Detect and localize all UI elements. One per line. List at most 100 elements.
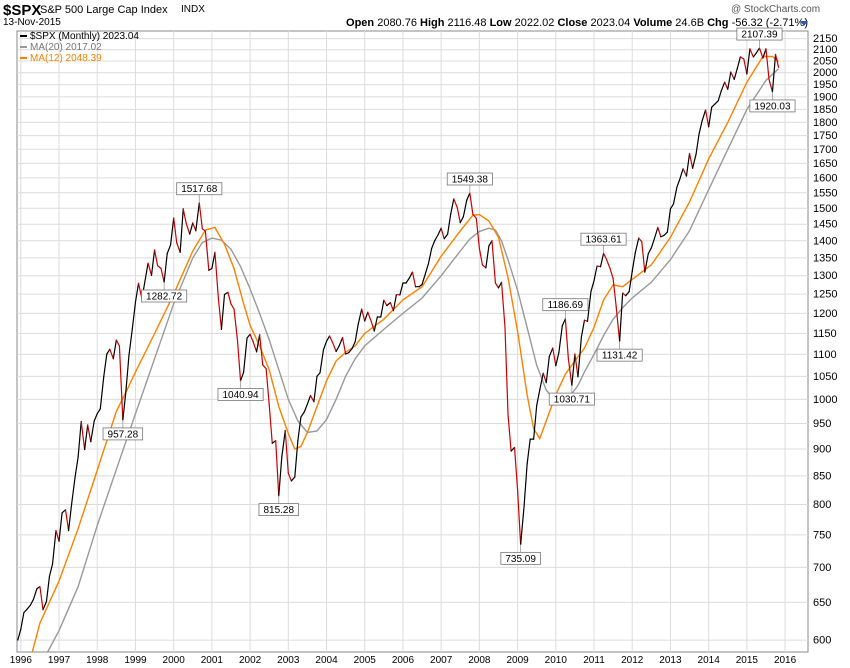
price-segment: [45, 575, 51, 603]
price-segment: [447, 213, 452, 235]
annotation-label: 815.28: [263, 505, 294, 516]
price-segment: [421, 274, 426, 286]
annotation-1363.61: 1363.61: [580, 232, 627, 254]
x-tick-label: 2008: [468, 655, 491, 666]
price-segment: [625, 290, 630, 297]
price-segment: [733, 67, 738, 80]
price-segment: [762, 48, 767, 59]
price-segment: [405, 277, 411, 284]
y-axis-ticks: 600 650 700 750 800 850 900 950 1000 1050 1100 1150…: [813, 33, 837, 646]
plot-area: [16, 30, 809, 653]
price-segment: [74, 456, 79, 478]
price-segment: [367, 311, 372, 322]
price-segment: [64, 509, 70, 532]
x-tick-label: 1997: [48, 655, 71, 666]
price-segment: [708, 106, 713, 128]
price-segment: [370, 320, 375, 332]
annotation-box: [217, 388, 264, 401]
price-segment: [198, 202, 203, 230]
y-tick-label: 1450: [813, 219, 837, 231]
price-segment: [173, 217, 178, 244]
price-segment: [278, 456, 283, 497]
y-tick-label: 600: [813, 635, 831, 647]
annotation-1282.72: 1282.72: [141, 282, 188, 303]
price-segment: [720, 81, 726, 92]
price-segment: [77, 420, 82, 458]
plot-frame: [16, 30, 809, 653]
price-segment: [450, 198, 455, 215]
price-segment: [300, 411, 305, 418]
annotation-label: 2107.39: [741, 30, 778, 41]
high-value: 2116.48: [447, 17, 487, 29]
price-segment: [297, 416, 302, 442]
y-tick-label: 700: [813, 562, 831, 574]
price-segment: [170, 217, 175, 246]
y-tick-label: 1300: [813, 270, 837, 282]
price-segment: [437, 227, 442, 236]
price-segment: [338, 336, 344, 347]
price-segment: [602, 252, 608, 261]
price-segment: [691, 153, 697, 169]
price-segment: [399, 282, 404, 296]
legend-label: $SPX (Monthly) 2023.04: [30, 31, 139, 42]
annotation-box: [580, 232, 627, 246]
annotation-1549.38: 1549.38: [446, 172, 493, 193]
price-segment: [533, 404, 538, 440]
price-segment: [39, 586, 44, 611]
price-segment: [545, 355, 550, 384]
price-segment: [67, 503, 73, 532]
price-segment: [341, 336, 347, 355]
price-segment: [456, 206, 461, 224]
price-segment: [195, 202, 200, 232]
price-segment: [459, 216, 464, 224]
price-segment: [510, 446, 516, 452]
x-tick-label: 2011: [583, 655, 605, 666]
chg-value: -56.32 (-2.71%): [731, 17, 808, 29]
price-segment: [265, 368, 270, 406]
annotation-box: [102, 427, 144, 441]
price-segment: [612, 278, 617, 308]
x-tick-label: 2009: [506, 655, 529, 666]
price-segment: [536, 389, 541, 407]
price-segment: [758, 47, 764, 59]
price-segment: [653, 226, 659, 240]
legend-label: MA(20) 2017.02: [30, 42, 102, 53]
price-segment: [478, 247, 484, 266]
annotation-box: [500, 551, 541, 565]
price-segment: [262, 364, 267, 370]
price-segment: [163, 253, 168, 283]
price-segment: [650, 238, 655, 249]
price-segment: [328, 335, 334, 345]
price-segment: [84, 424, 89, 451]
x-tick-label: 2002: [239, 655, 262, 666]
price-segment: [364, 311, 369, 322]
price-segment: [351, 341, 356, 350]
x-tick-label: 2001: [201, 655, 224, 666]
annotation-label: 1030.71: [554, 395, 591, 406]
price-segment: [134, 282, 140, 303]
x-tick-label: 2015: [736, 655, 759, 666]
price-segment: [348, 347, 353, 354]
close-label: Close: [557, 17, 588, 29]
price-segment: [96, 408, 101, 415]
price-series: [17, 47, 780, 641]
price-segment: [408, 271, 414, 279]
price-segment: [466, 192, 471, 201]
dropdown-arrow-icon[interactable]: [800, 21, 808, 26]
annotation-label: 1040.94: [222, 390, 259, 401]
price-segment: [622, 292, 627, 297]
price-segment: [287, 472, 292, 482]
price-segment: [606, 259, 611, 270]
price-segment: [106, 348, 111, 355]
y-tick-label: 1850: [813, 104, 837, 116]
price-segment: [669, 203, 675, 210]
annotation-815.28: 815.28: [258, 495, 299, 516]
price-segment: [577, 336, 582, 378]
price-segment: [462, 199, 468, 218]
annotation-box: [176, 182, 223, 196]
price-segment: [87, 424, 92, 443]
price-segment: [688, 152, 694, 169]
price-segment: [631, 252, 636, 272]
price-segment: [179, 208, 184, 253]
price-segment: [513, 446, 519, 491]
